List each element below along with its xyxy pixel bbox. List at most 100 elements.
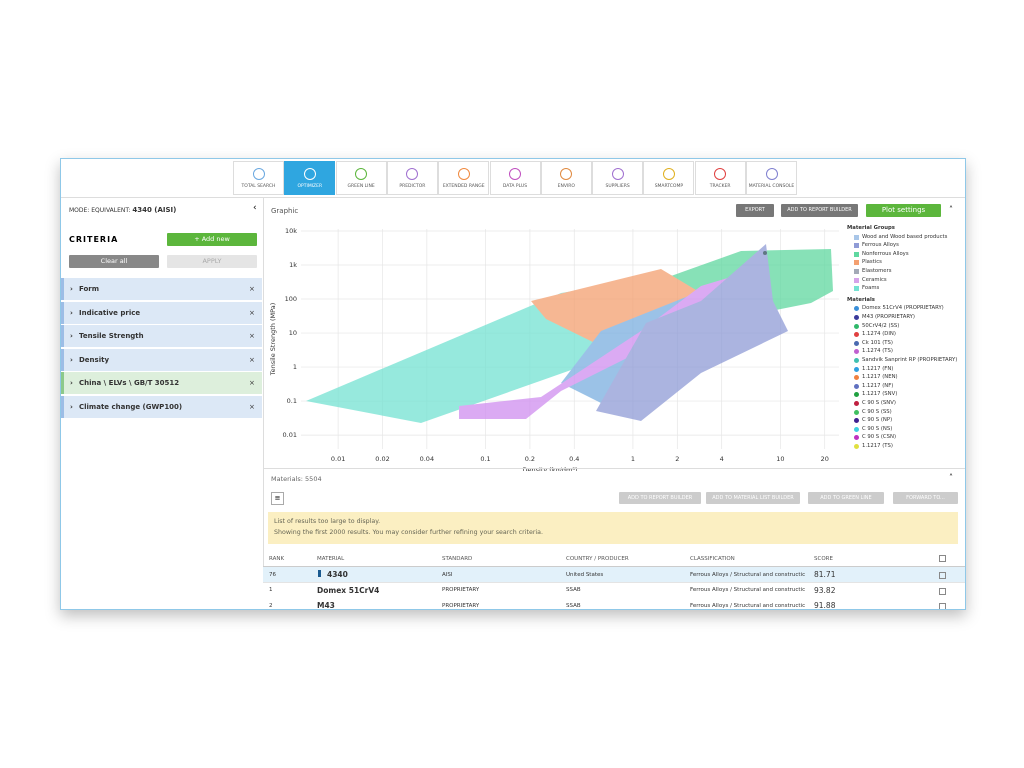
collapse[interactable]: ˄ [949, 205, 953, 214]
expand-icon[interactable]: › [70, 379, 73, 388]
collapse[interactable]: ‹ [253, 203, 257, 213]
remove-icon[interactable]: × [249, 332, 255, 341]
legend-entry[interactable]: Nonferrous Alloys [862, 250, 909, 257]
legend-entry[interactable]: 1.1217 (NF) [862, 382, 894, 389]
legend-entry[interactable]: 1.1217 (NEN) [862, 374, 898, 381]
remove-icon[interactable]: × [249, 308, 255, 317]
table-row[interactable] [263, 567, 965, 583]
legend-swatch [854, 306, 859, 312]
legend-entry[interactable]: 50CrV4/2 (SS) [862, 322, 900, 329]
nav-tab[interactable]: GREEN LINE [335, 161, 387, 195]
nav-tab[interactable]: TOTAL SEARCH [233, 161, 284, 195]
expand-icon[interactable]: › [70, 355, 73, 364]
table-cell: SSAB [566, 587, 581, 593]
result-button[interactable]: ADD TO REPORT BUILDER [619, 492, 701, 504]
legend-entry[interactable]: Plastics [862, 259, 882, 266]
result-button[interactable]: FORWARD TO... [893, 492, 958, 504]
divider [61, 197, 965, 198]
table-row[interactable] [263, 598, 965, 609]
legend-entry[interactable]: C 90 S (SS) [862, 408, 892, 415]
tab-label: SUPPLIERS [605, 184, 630, 189]
nav-tab[interactable]: ENVIRO [540, 161, 592, 195]
result-button[interactable]: ADD TO GREEN LINE [808, 492, 884, 504]
nav-tab[interactable]: SUPPLIERS [592, 161, 644, 195]
legend-entry[interactable]: 1.1274 (TS) [862, 348, 893, 355]
expand-icon[interactable]: › [70, 332, 73, 341]
legend-entry[interactable]: 1.1274 (DIN) [862, 331, 896, 338]
nav-tab[interactable]: EXTENDED RANGE [438, 161, 490, 195]
filter[interactable]: China \ ELVs \ GB/T 30512 › × [61, 372, 262, 395]
expand-icon[interactable]: › [70, 285, 73, 293]
nav-tab[interactable]: OPTIMIZER [284, 161, 336, 195]
filter[interactable]: Form › × [61, 278, 262, 300]
legend-entry[interactable]: C 90 S (CSN) [862, 434, 897, 441]
remove-icon[interactable]: × [249, 285, 255, 293]
clear-button[interactable]: Clear all [69, 255, 159, 268]
legend-entry[interactable]: Sandvik Sanprint RP (PROPRIETARY) [862, 357, 958, 363]
column-header: SCORE [814, 556, 833, 562]
plot-settings-button[interactable]: Plot settings [866, 204, 941, 217]
tab-icon [355, 168, 368, 180]
report-button[interactable]: ADD TO REPORT BUILDER [781, 204, 858, 217]
tab-label: TOTAL SEARCH [241, 184, 276, 189]
legend-entry[interactable]: Domex 51CrV4 (PROPRIETARY) [862, 305, 944, 312]
remove-icon[interactable]: × [249, 355, 255, 364]
legend-entry[interactable]: Elastomers [862, 268, 892, 274]
legend-entry[interactable]: M43 (PROPRIETARY) [862, 314, 915, 320]
pin-icon [318, 570, 321, 577]
legend-entry[interactable]: 1.1217 (TS) [862, 443, 893, 449]
nav-tab[interactable]: TRACKER [694, 161, 746, 195]
legend-swatch [854, 332, 859, 338]
legend-entry[interactable]: Foams [862, 285, 880, 292]
expand-icon[interactable]: › [70, 308, 73, 317]
checkbox[interactable] [939, 603, 946, 609]
legend-entry[interactable]: Ck 101 (TS) [862, 339, 893, 346]
nav-tab[interactable]: MATERIAL CONSOLE [746, 161, 797, 195]
legend-entry[interactable]: Ferrous Alloys [862, 242, 899, 249]
mode-key: EQUIVALENT: [91, 207, 131, 214]
checkbox[interactable] [939, 572, 946, 579]
collapse[interactable]: ˄ [949, 473, 953, 482]
x-tick-label: 0.4 [569, 455, 579, 463]
legend-entry[interactable]: C 90 S (NP) [862, 417, 893, 424]
remove-icon[interactable]: × [249, 379, 255, 388]
filter[interactable]: Climate change (GWP100) › × [61, 396, 262, 418]
table-cell: M43 [317, 601, 335, 610]
columns-button[interactable]: ≡ [271, 492, 284, 505]
table-cell: AISI [442, 571, 453, 578]
add-button[interactable]: + Add new [167, 233, 257, 246]
apply-button[interactable]: APPLY [167, 255, 257, 268]
mode-label: MODE: [69, 207, 90, 214]
remove-icon[interactable]: × [249, 403, 255, 411]
checkbox[interactable] [939, 587, 946, 595]
legend-entry[interactable]: C 90 S (NS) [862, 425, 893, 432]
y-tick-label: 100 [285, 295, 297, 303]
export-button[interactable]: EXPORT [736, 204, 774, 217]
legend-swatch [854, 392, 859, 398]
filter[interactable]: Indicative price › × [61, 301, 262, 324]
table-cell: PROPRIETARY [442, 602, 480, 609]
tab-icon [560, 168, 573, 180]
legend-entry[interactable]: 1.1217 (SNV) [862, 391, 898, 398]
x-tick-label: 1 [631, 455, 635, 463]
tab-label: TRACKER [709, 184, 731, 189]
material-regions [306, 244, 833, 423]
tab-label: ENVIRO [557, 184, 575, 189]
legend-entry[interactable]: C 90 S (SNV) [862, 400, 896, 406]
notice-line: List of results too large to display. [274, 518, 381, 525]
result-button[interactable]: ADD TO MATERIAL LIST BUILDER [706, 492, 800, 504]
nav-tab[interactable]: PREDICTOR [386, 161, 438, 195]
table-cell: 91.88 [814, 601, 836, 610]
filter[interactable]: Tensile Strength › × [61, 325, 262, 348]
legend-entry[interactable]: Wood and Wood based products [862, 233, 948, 240]
nav-tab[interactable]: DATA PLUS [489, 161, 541, 195]
filter[interactable]: Density › × [61, 348, 262, 371]
y-tick-label: 10k [285, 227, 297, 235]
expand-icon[interactable]: › [70, 403, 73, 411]
y-tick-label: 10 [289, 329, 297, 337]
checkbox[interactable] [939, 555, 946, 562]
legend-entry[interactable]: 1.1217 (FN) [862, 365, 894, 372]
nav-tab[interactable]: SMARTCOMP [643, 161, 695, 195]
table-cell: Domex 51CrV4 [317, 585, 380, 595]
legend-entry[interactable]: Ceramics [862, 276, 887, 283]
